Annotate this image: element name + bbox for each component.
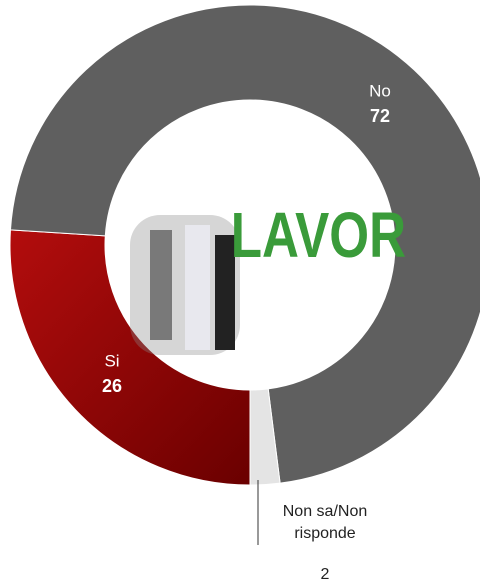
slice-value: 72 xyxy=(370,106,390,126)
slice-value: 2 xyxy=(321,566,330,583)
image-text: LAVOR xyxy=(231,201,406,272)
slice-label: Non sa/Non risponde xyxy=(283,503,368,542)
center-image: LAVOR xyxy=(130,201,406,355)
slice-label: Si xyxy=(104,351,119,370)
center-image-area xyxy=(105,100,395,390)
slice-label: No xyxy=(369,81,391,100)
slice-value: 26 xyxy=(102,376,122,396)
